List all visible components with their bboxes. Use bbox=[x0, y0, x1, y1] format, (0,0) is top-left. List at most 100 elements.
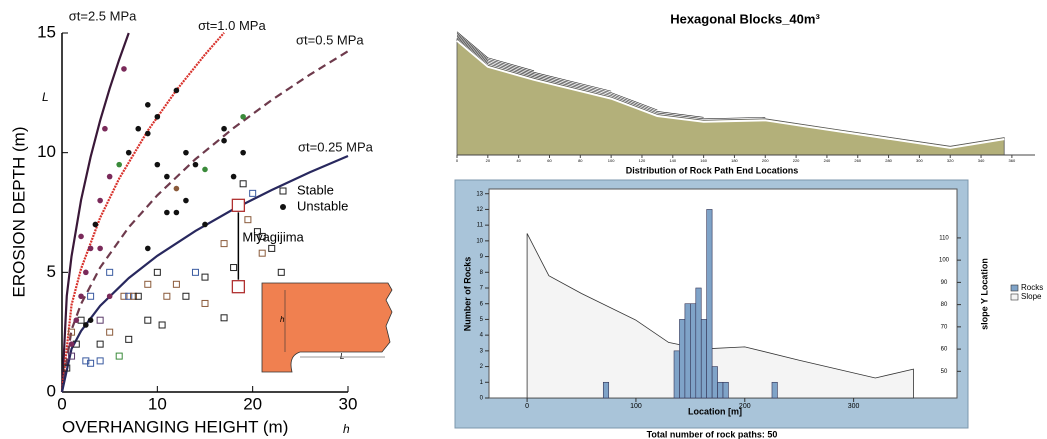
bar bbox=[706, 209, 713, 399]
unstable-point bbox=[183, 197, 189, 204]
slope-fill bbox=[456, 38, 1005, 156]
y-axis-label: EROSION DEPTH (m) bbox=[9, 127, 28, 298]
rock-path bbox=[456, 33, 612, 92]
x-tick-label: 30 bbox=[339, 394, 358, 413]
annotation-label: Miyagijima bbox=[242, 229, 304, 244]
stable-point bbox=[201, 273, 209, 281]
x-tick-label: 120 bbox=[639, 158, 646, 163]
stable-point bbox=[239, 180, 247, 188]
x-axis-label: Location [m] bbox=[688, 406, 742, 416]
unstable-point bbox=[221, 125, 227, 132]
rock-path bbox=[456, 34, 658, 111]
x-tick-label: 0 bbox=[57, 394, 66, 413]
x-unit: h bbox=[343, 422, 350, 436]
bar bbox=[602, 381, 610, 399]
y2-tick-label: 50 bbox=[941, 369, 948, 375]
unstable-point bbox=[116, 161, 122, 168]
legend-marker bbox=[280, 204, 286, 210]
curve bbox=[60, 32, 130, 393]
x-tick-label: 160 bbox=[700, 158, 707, 163]
stable-point bbox=[258, 249, 266, 257]
unstable-point bbox=[78, 293, 84, 300]
curve-label: σt=2.5 MPa bbox=[69, 8, 137, 23]
legend-swatch bbox=[1010, 293, 1019, 301]
legend-label: Slope bbox=[1021, 292, 1042, 301]
y2-tick-label: 90 bbox=[941, 280, 948, 286]
unstable-point bbox=[106, 293, 113, 300]
curve-label: σt=1.0 MPa bbox=[198, 18, 266, 33]
x-tick-label: 220 bbox=[793, 158, 800, 163]
unstable-point bbox=[164, 173, 170, 180]
y-tick-label: 9 bbox=[480, 254, 484, 260]
x-tick-label: 200 bbox=[762, 158, 769, 163]
stable-point bbox=[258, 232, 266, 240]
y-tick-label: 2 bbox=[480, 364, 484, 370]
bar bbox=[679, 319, 686, 399]
stable-point bbox=[96, 316, 104, 324]
stable-point bbox=[115, 352, 123, 360]
chart-title: Distribution of Rock Path End Locations bbox=[626, 165, 799, 175]
curve bbox=[60, 155, 349, 393]
x-tick-label: 60 bbox=[547, 158, 552, 163]
unstable-point bbox=[102, 125, 108, 132]
y2-tick-label: 60 bbox=[941, 347, 948, 353]
unstable-point bbox=[121, 66, 127, 72]
bar bbox=[684, 303, 691, 399]
unstable-point bbox=[173, 87, 180, 94]
rock-path bbox=[456, 37, 766, 120]
chart-title: Hexagonal Blocks_40m³ bbox=[670, 11, 820, 26]
stable-point bbox=[125, 292, 133, 300]
y-tick-label: 5 bbox=[480, 317, 484, 323]
stable-point bbox=[244, 216, 252, 224]
chart-subtitle: Total number of rock paths: 50 bbox=[647, 429, 778, 439]
x-tick-label: 280 bbox=[885, 158, 892, 163]
y-tick-label: 12 bbox=[476, 207, 483, 213]
unstable-point bbox=[83, 269, 89, 276]
annotation-point bbox=[231, 198, 246, 212]
stable-point bbox=[96, 357, 104, 365]
unstable-point bbox=[73, 317, 80, 324]
legend-label: Stable bbox=[297, 182, 334, 197]
stable-point bbox=[201, 299, 209, 307]
stable-point bbox=[120, 292, 128, 300]
y-tick-label: 15 bbox=[37, 22, 56, 41]
x-tick-label: 100 bbox=[630, 403, 642, 410]
y-tick-label: 11 bbox=[477, 223, 484, 229]
stable-point bbox=[153, 268, 161, 276]
y-tick-label: 6 bbox=[480, 301, 484, 307]
stable-point bbox=[106, 328, 114, 336]
y-unit: L bbox=[42, 90, 49, 104]
stable-point bbox=[144, 280, 152, 288]
stable-point bbox=[96, 340, 104, 348]
unstable-point bbox=[154, 161, 161, 168]
unstable-point bbox=[164, 209, 170, 216]
y-tick-label: 13 bbox=[476, 191, 483, 197]
y2-tick-label: 70 bbox=[941, 324, 948, 330]
slope-area bbox=[526, 233, 914, 399]
unstable-point bbox=[192, 161, 199, 168]
curve bbox=[60, 32, 225, 393]
stable-point bbox=[249, 189, 257, 197]
stable-point bbox=[63, 364, 71, 372]
inset-label: L bbox=[340, 352, 344, 361]
legend-swatch bbox=[1010, 284, 1019, 292]
y-tick-label: 10 bbox=[476, 238, 483, 244]
stable-point bbox=[172, 280, 180, 288]
y2-tick-label: 100 bbox=[939, 258, 950, 264]
y-tick-label: 0 bbox=[480, 396, 484, 402]
stable-point bbox=[230, 264, 238, 272]
y-tick-label: 10 bbox=[37, 142, 56, 161]
y-tick-label: 7 bbox=[480, 286, 484, 292]
y-tick-label: 0 bbox=[47, 381, 56, 400]
bar bbox=[700, 319, 707, 399]
legend-label: Unstable bbox=[297, 198, 348, 213]
x-tick-label: 340 bbox=[978, 158, 985, 163]
rock-path bbox=[456, 31, 535, 72]
stable-point bbox=[87, 292, 95, 300]
unstable-point bbox=[202, 221, 208, 228]
unstable-point bbox=[87, 245, 94, 252]
stable-point bbox=[130, 292, 137, 300]
bar bbox=[722, 381, 729, 399]
y-tick-label: 8 bbox=[480, 270, 484, 276]
